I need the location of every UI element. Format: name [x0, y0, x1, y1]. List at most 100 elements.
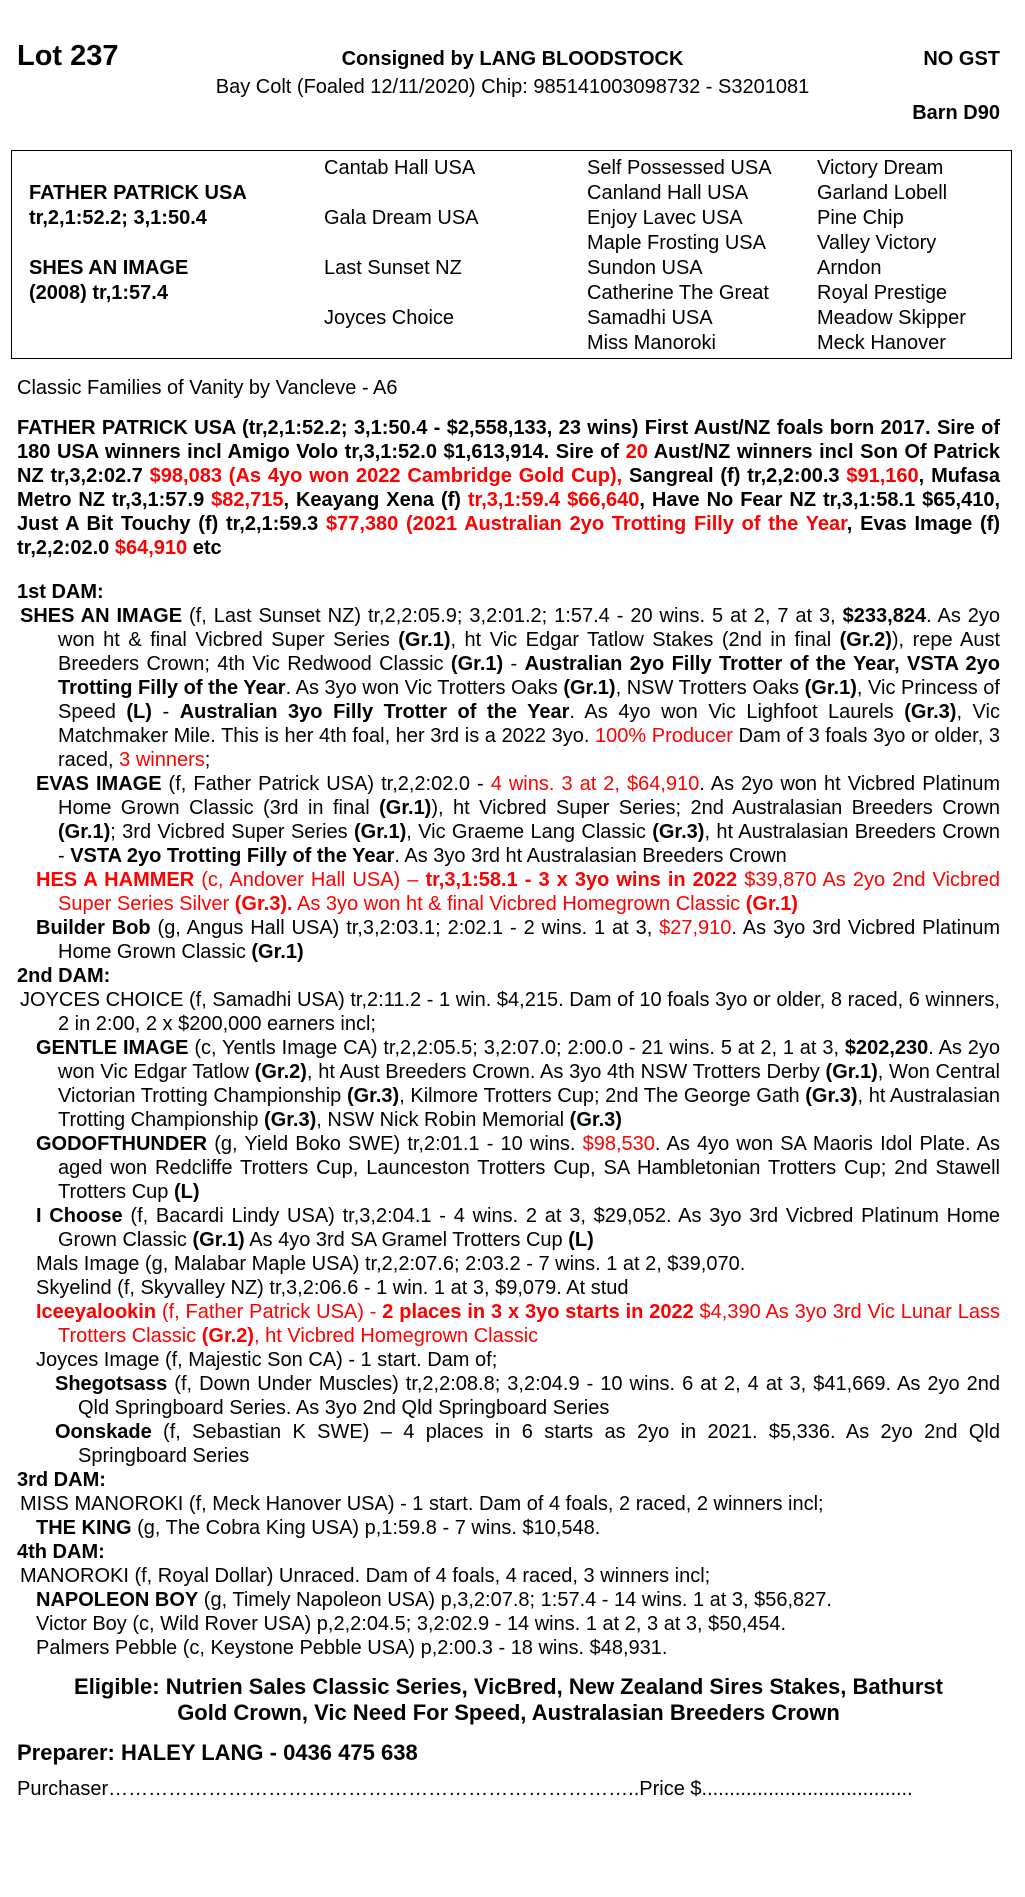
bold-text: (L)	[568, 1229, 594, 1251]
entry-text: . As 2yo won Vic Edgar Tatlow	[58, 1037, 1001, 1083]
family-entry: Skyelind (f, Skyvalley NZ) tr,3,2:06.6 -…	[17, 1276, 1000, 1300]
purchaser-line: Purchaser……………………………………………………………………..Pri…	[17, 1777, 1000, 1801]
bold-text: (Gr.3)	[805, 1085, 858, 1107]
bold-text: (Gr.1)	[192, 1229, 245, 1251]
sire-line-ancestor: Joyces Choice	[324, 307, 455, 329]
entry-text: (g, Timely Napoleon USA) p,3,2:07.8; 1:5…	[198, 1589, 832, 1611]
sire-text: $98,083 (As 4yo won 2022 Cambridge Gold …	[149, 465, 623, 487]
family-entry: Builder Bob (g, Angus Hall USA) tr,3,2:0…	[17, 916, 1000, 964]
entry-text: , Won Central Victorian Trotting Champio…	[58, 1061, 1000, 1107]
entry-text: Skyelind (f, Skyvalley NZ) tr,3,2:06.6 -…	[36, 1277, 629, 1299]
eligibility-line: Gold Crown, Vic Need For Speed, Australa…	[177, 1700, 840, 1725]
price-field[interactable]: Price $.................................…	[639, 1778, 913, 1800]
dam-section: 3rd DAM: MISS MANOROKI (f, Meck Hanover U…	[17, 1468, 1000, 1540]
entry-text: Victor Boy (c, Wild Rover USA) p,2,2:04.…	[36, 1613, 787, 1635]
bold-text: Builder Bob	[36, 917, 151, 939]
entry-text: (g, The Cobra King USA) p,1:59.8 - 7 win…	[131, 1517, 601, 1539]
entry-text: Joyces Image (f, Majestic Son CA) - 1 st…	[36, 1349, 498, 1371]
entry-text: (c, Yentls Image CA) tr,2,2:05.5; 3,2:07…	[188, 1037, 845, 1059]
sire-text: $91,160	[846, 465, 919, 487]
family-entry: THE KING (g, The Cobra King USA) p,1:59.…	[17, 1516, 1000, 1540]
highlight-text: (Gr.2)	[201, 1325, 254, 1347]
highlight-text: (f, Father Patrick USA) -	[156, 1301, 383, 1323]
bold-text: (Gr.1)	[450, 653, 504, 675]
ancestor-gen3: Miss Manoroki	[587, 332, 716, 354]
entry-text: , Vic Matchmaker Mile. This is her 4th f…	[58, 701, 1000, 747]
bold-text: (Gr.2)	[839, 629, 892, 651]
family-entry: JOYCES CHOICE (f, Samadhi USA) tr,2:11.2…	[17, 988, 1000, 1036]
family-entry: EVAS IMAGE (f, Father Patrick USA) tr,2,…	[17, 772, 1000, 868]
dam-section: 2nd DAM: JOYCES CHOICE (f, Samadhi USA) t…	[17, 964, 1000, 1468]
ancestor-gen4: Pine Chip	[817, 207, 904, 229]
entry-text: (g, Angus Hall USA) tr,3,2:03.1; 2:02.1 …	[150, 917, 660, 939]
entry-text: . As 4yo won Vic Lighfoot Laurels	[569, 701, 905, 723]
family-entry: HES A HAMMER (c, Andover Hall USA) – tr,…	[17, 868, 1000, 916]
family-entry: GENTLE IMAGE (c, Yentls Image CA) tr,2,2…	[17, 1036, 1000, 1132]
bold-text: THE KING	[36, 1517, 132, 1539]
consignor: Consigned by LANG BLOODSTOCK	[0, 48, 1025, 71]
dam-sections: 1st DAM: SHES AN IMAGE (f, Last Sunset NZ…	[17, 580, 1000, 1660]
sire-text: , Have No Fear NZ tr,3,1:58.1 $65,410, J…	[17, 489, 1001, 535]
bold-text: (Gr.1)	[825, 1061, 878, 1083]
entry-text: Mals Image (g, Malabar Maple USA) tr,2,2…	[36, 1253, 746, 1275]
entry-text: (f, Last Sunset NZ) tr,2,2:05.9; 3,2:01.…	[182, 605, 843, 627]
bold-text: Australian 2yo Filly Trotter of the Year…	[58, 653, 1000, 699]
entry-text: (f, Down Under Muscles) tr,2,2:08.8; 3,2…	[78, 1373, 1000, 1419]
entry-text: (f, Bacardi Lindy USA) tr,3,2:04.1 - 4 w…	[58, 1205, 1001, 1251]
highlight-text: 4 wins. 3 at 2, $64,910	[490, 773, 700, 795]
entry-text: , Kilmore Trotters Cup; 2nd The George G…	[399, 1085, 806, 1107]
family-entry: Shegotsass (f, Down Under Muscles) tr,2,…	[17, 1372, 1000, 1420]
bold-text: (Gr.3)	[264, 1109, 317, 1131]
dam-section: 1st DAM: SHES AN IMAGE (f, Last Sunset NZ…	[17, 580, 1000, 964]
highlight-text: As 3yo won ht & final Vicbred Homegrown …	[292, 893, 746, 915]
entry-text: (g, Yield Boko SWE) tr,2:01.1 - 10 wins.	[207, 1133, 583, 1155]
sire-line-ancestor: Gala Dream USA	[324, 207, 479, 229]
sire-text: $64,910	[114, 537, 188, 559]
entry-text: . As 2yo won ht Vicbred Platinum Home Gr…	[58, 773, 1001, 819]
bold-text: (Gr.1)	[251, 941, 304, 963]
entry-text: MANOROKI (f, Royal Dollar) Unraced. Dam …	[20, 1565, 711, 1587]
sire-paragraph: FATHER PATRICK USA (tr,2,1:52.2; 3,1:50.…	[17, 416, 1000, 560]
sire-text: $82,715	[211, 489, 284, 511]
entry-text: ;	[204, 749, 211, 771]
bold-text: (Gr.3)	[652, 821, 705, 843]
section-heading: 2nd DAM:	[17, 965, 111, 987]
ancestor-gen3: Self Possessed USA	[587, 157, 772, 179]
ancestor-gen3: Samadhi USA	[587, 307, 713, 329]
entry-text: . As 4yo won SA Maoris Idol Plate. As ag…	[58, 1133, 1000, 1203]
bold-text: (Gr.1)	[379, 797, 432, 819]
ancestor-gen3: Catherine The Great	[587, 282, 769, 304]
entry-text: JOYCES CHOICE (f, Samadhi USA) tr,2:11.2…	[20, 989, 1000, 1035]
entry-text: Palmers Pebble (c, Keystone Pebble USA) …	[36, 1637, 668, 1659]
bold-text: $202,230	[844, 1037, 929, 1059]
highlight-text: (c, Andover Hall USA) –	[194, 869, 426, 891]
entry-text: , NSW Trotters Oaks	[615, 677, 805, 699]
family-entry: Mals Image (g, Malabar Maple USA) tr,2,2…	[17, 1252, 1000, 1276]
lot-number: Lot 237	[17, 40, 119, 72]
bold-text: (Gr.1)	[804, 677, 857, 699]
entry-text: Dam of 3 foals 3yo or older, 3 raced,	[58, 725, 1000, 771]
dam-record: (2008) tr,1:57.4	[29, 282, 168, 304]
barn-location: Barn D90	[912, 102, 1000, 124]
highlight-text: $98,530	[582, 1133, 655, 1155]
sire-line-ancestor: Last Sunset NZ	[324, 257, 462, 279]
sire-text: , Keayang Xena (f)	[283, 489, 468, 511]
highlight-text: $39,870 As 2yo 2nd Vicbred Super Series …	[58, 869, 1000, 915]
catalogue-body: Classic Families of Vanity by Vancleve -…	[17, 376, 1000, 1801]
entry-text: (f, Father Patrick USA) tr,2,2:02.0 -	[161, 773, 491, 795]
entry-text: . As 2yo won ht & final Vicbred Super Se…	[58, 605, 1001, 651]
pedigree-table: FATHER PATRICK USA tr,2,1:52.2; 3,1:50.4…	[11, 150, 1012, 359]
entry-text: As 4yo 3rd SA Gramel Trotters Cup	[244, 1229, 569, 1251]
bold-text: Australian 3yo Filly Trotter of the Year	[179, 701, 570, 723]
ancestor-gen4: Meadow Skipper	[817, 307, 966, 329]
entry-text: ), repe Aust Breeders Crown; 4th Vic Red…	[58, 629, 1000, 675]
entry-text: (f, Sebastian K SWE) – 4 places in 6 sta…	[78, 1421, 1000, 1467]
section-heading: 4th DAM:	[17, 1541, 105, 1563]
family-entry: Victor Boy (c, Wild Rover USA) p,2,2:04.…	[17, 1612, 1000, 1636]
sire-text: Sangreal (f) tr,2,2:00.3	[622, 465, 847, 487]
sire-text: etc	[187, 537, 222, 559]
highlight-text: tr,3,1:58.1 - 3 x 3yo wins in 2022	[425, 869, 738, 891]
family-entry: Palmers Pebble (c, Keystone Pebble USA) …	[17, 1636, 1000, 1660]
purchaser-field[interactable]: Purchaser……………………………………………………………………..	[17, 1778, 640, 1800]
section-heading: 1st DAM:	[17, 581, 104, 603]
